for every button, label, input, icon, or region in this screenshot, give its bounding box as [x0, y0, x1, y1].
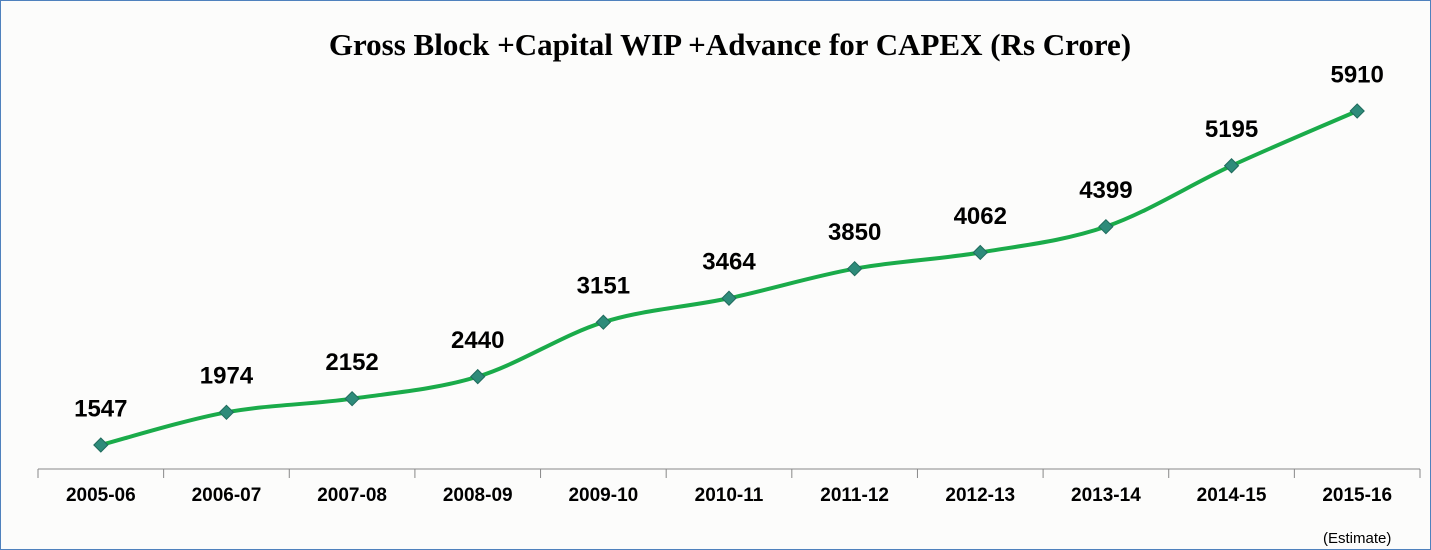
- annotation: (Estimate): [1323, 530, 1391, 547]
- x-tick-label: 2010-11: [695, 485, 764, 506]
- marker: [470, 368, 486, 385]
- data-label: 1547: [74, 395, 127, 422]
- marker: [218, 404, 235, 421]
- data-label: 3850: [828, 219, 881, 246]
- marker: [344, 390, 360, 407]
- marker: [1223, 158, 1240, 174]
- x-tick-label: 2012-13: [945, 485, 1015, 506]
- x-tick-label: 2007-08: [317, 485, 387, 506]
- data-label: 2440: [451, 327, 504, 354]
- marker: [1349, 103, 1365, 119]
- data-label: 3464: [702, 249, 756, 276]
- marker: [846, 260, 863, 277]
- data-label: 5195: [1205, 116, 1258, 143]
- data-label: 3151: [577, 273, 630, 300]
- marker: [595, 314, 612, 330]
- marker: [1098, 218, 1114, 235]
- x-tick-label: 2013-14: [1071, 485, 1141, 506]
- x-tick-label: 2008-09: [443, 485, 513, 506]
- chart-title: Gross Block +Capital WIP +Advance for CA…: [329, 27, 1131, 62]
- data-label: 1974: [200, 363, 254, 390]
- data-label: 5910: [1330, 61, 1383, 88]
- marker: [721, 290, 737, 306]
- data-label: 4062: [954, 203, 1007, 230]
- x-tick-label: 2005-06: [66, 485, 136, 506]
- x-tick-label: 2006-07: [192, 485, 262, 506]
- x-tick-label: 2011-12: [820, 485, 889, 506]
- data-label: 2152: [325, 349, 378, 376]
- x-tick-label: 2014-15: [1197, 485, 1267, 506]
- x-tick-label: 2009-10: [568, 485, 638, 506]
- marker: [972, 244, 988, 261]
- marker: [93, 437, 109, 453]
- data-label: 4399: [1079, 177, 1132, 204]
- x-tick-label: 2015-16: [1322, 485, 1392, 506]
